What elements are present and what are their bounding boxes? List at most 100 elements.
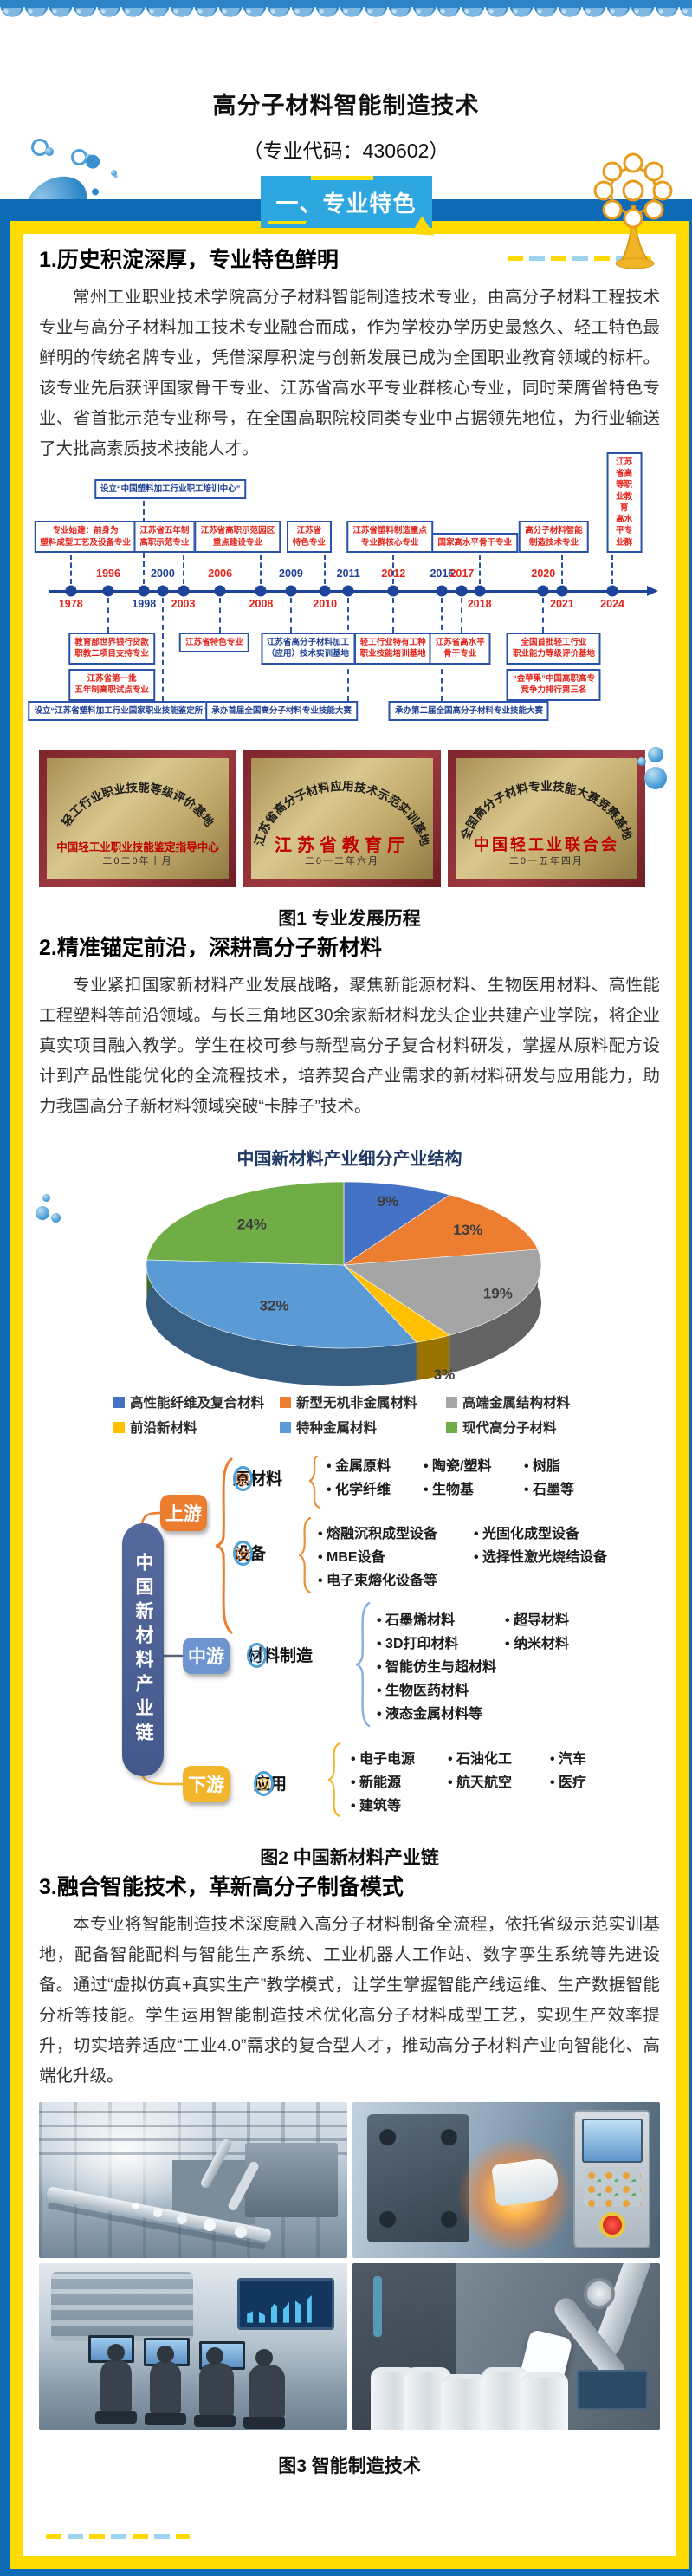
chain-item: • 新能源 — [351, 1775, 402, 1790]
svg-text:轻工行业职业技能等级评价基地: 轻工行业职业技能等级评价基地 — [59, 780, 217, 829]
timeline-year: 2008 — [249, 598, 274, 610]
svg-text:13%: 13% — [453, 1222, 482, 1238]
page-frame: 1.历史积淀深厚，专业特色鲜明 常州工业职业技术学院高分子材料智能制造技术专业，… — [0, 199, 692, 2576]
figure1-timeline: 1978 1996 1998 2000 2003 2006 2008 2009 2010 2011… — [28, 451, 660, 730]
chain-item: • 汽车 — [550, 1752, 587, 1767]
timeline-connector — [392, 555, 395, 584]
timeline-year: 2024 — [600, 598, 624, 610]
branch-raw-materials: ◎ 原材料 — [233, 1466, 282, 1491]
wheel-tree-icon — [593, 152, 673, 269]
timeline-dot — [606, 585, 618, 597]
timeline-year: 2006 — [208, 568, 233, 580]
timeline-year: 2011 — [336, 568, 360, 580]
double-circle-icon: ◎ — [247, 1643, 267, 1668]
timeline-dot — [474, 585, 486, 597]
branch-material-manufacturing: ◎ 材料制造 — [247, 1643, 313, 1668]
award-plaques: 轻工行业职业技能等级评价基地 中国轻工业职业技能鉴定指导中心 二0二0年十月 江… — [39, 750, 660, 887]
plaque-1-main: 中国轻工业职业技能鉴定指导中心 — [56, 841, 219, 853]
timeline-connector — [182, 555, 184, 584]
photo-robot-arm — [352, 2263, 660, 2430]
plaque-2: 江苏省高分子材料应用技术示范实训基地 江苏省教育厅 二0一二年六月 — [243, 750, 441, 887]
page-header: 高分子材料智能制造技术 （专业代码：430602） — [0, 24, 692, 199]
timeline-event-box: 专业始建：前身为 塑料成型工艺及设备专业 — [34, 521, 137, 553]
figure2-caption: 图2 中国新材料产业链 — [260, 1848, 439, 1868]
timeline-year: 2010 — [313, 598, 338, 610]
timeline-year: 2016 — [430, 568, 455, 580]
timeline-dot — [178, 585, 190, 597]
timeline-dot — [102, 585, 114, 597]
chain-item: • 生物基 — [424, 1483, 475, 1497]
timeline-event-box: 设立“江苏省塑料加工行业国家职业技能鉴定所” — [28, 701, 213, 722]
timeline-dot — [65, 585, 77, 597]
timeline-event-box: 轻工行业特有工种 职业技能培训基地 — [353, 633, 432, 665]
timeline-connector — [69, 555, 72, 584]
timeline-connector — [560, 555, 563, 584]
figure1-caption: 图1 专业发展历程 — [278, 909, 421, 929]
timeline-event-box: 江苏省第一批 五年制高职试点专业 — [68, 669, 155, 701]
timeline-event-box: 设立“中国塑料加工行业职工培训中心” — [94, 478, 247, 499]
timeline-event-box: 国家高水平骨干专业 — [431, 532, 518, 553]
svg-text:32%: 32% — [260, 1298, 289, 1314]
plaque-3-main: 中国轻工业联合会 — [474, 836, 619, 853]
plaque-1-date: 二0二0年十月 — [102, 856, 173, 866]
timeline-event-box: 江苏省塑料制造重点 专业群核心专业 — [346, 521, 433, 553]
plaque-1: 轻工行业职业技能等级评价基地 中国轻工业职业技能鉴定指导中心 二0二0年十月 — [39, 750, 236, 887]
legend-swatch — [446, 1396, 457, 1408]
plaque-3: 全国高分子材料专业技能大赛竞赛基地 中国轻工业联合会 二0一五年四月 — [448, 750, 645, 887]
timeline-dot — [387, 585, 399, 597]
legend-swatch — [113, 1396, 125, 1408]
chain-item: • 生物医药材料 — [377, 1684, 469, 1698]
timeline-year: 2018 — [467, 598, 492, 610]
branch-equipment: ◎ 设备 — [233, 1541, 266, 1566]
stage-upstream: 上游 — [160, 1495, 207, 1531]
chain-item: • 金属原料 — [327, 1459, 391, 1474]
lace-border — [0, 0, 692, 24]
chain-item: • 熔融沉积成型设备 — [318, 1527, 438, 1541]
chain-item: • 航天航空 — [448, 1775, 513, 1790]
timeline-connector — [324, 555, 327, 584]
timeline-connector — [219, 598, 222, 633]
timeline-dot — [138, 585, 150, 597]
major-code: （专业代码：430602） — [243, 140, 449, 162]
chain-item: • MBE设备 — [318, 1550, 385, 1565]
timeline-connector — [107, 598, 110, 633]
chain-item-row: • 石墨烯材料 • 超导材料 — [377, 1608, 569, 1629]
photo-injection-molding — [352, 2102, 660, 2258]
timeline-year: 1978 — [58, 598, 83, 610]
double-circle-icon: ◎ — [233, 1466, 253, 1491]
timeline-year: 2009 — [279, 568, 303, 580]
chain-item: • 液态金属材料等 — [377, 1707, 483, 1722]
pie-legend-item: 新型无机非金属材料 — [280, 1392, 446, 1411]
chain-item: • 超导材料 — [505, 1613, 570, 1628]
section1-heading: 1.历史积淀深厚，专业特色鲜明 — [39, 248, 339, 272]
timeline-event-box: “金苹果”中国高职高专 竞争力排行第三名 — [506, 669, 601, 701]
chain-item-row: • 液态金属材料等 — [377, 1702, 505, 1723]
chain-item: • 石墨烯材料 — [377, 1613, 456, 1628]
timeline-year: 2020 — [531, 568, 556, 580]
timeline-event-box: 教育部世界银行贷款 职教二项目支持专业 — [68, 633, 155, 665]
chain-item-row: • 建筑等 — [351, 1794, 448, 1814]
chain-item: • 光固化成型设备 — [474, 1527, 580, 1541]
pie-legend: 高性能纤维及复合材料 新型无机非金属材料 高端金属结构材料 前沿新材料 特种金属材料 现代… — [113, 1392, 660, 1437]
banner-label: 一、专业特色 — [275, 190, 417, 217]
timeline-connector — [289, 598, 292, 633]
timeline-year: 1998 — [132, 598, 157, 610]
timeline-connector — [542, 598, 545, 633]
pie-chart-title: 中国新材料产业细分产业结构 — [236, 1150, 462, 1169]
timeline-connector — [260, 555, 262, 584]
chain-item: • 石墨等 — [524, 1483, 575, 1497]
chain-item: • 陶瓷/塑料 — [424, 1459, 492, 1474]
photo-production-line — [39, 2102, 347, 2258]
section2-paragraph: 专业紧扣国家新材料产业发展战略，聚焦新能源材料、生物医用材料、高性能工程塑料等前… — [39, 976, 660, 1116]
dashed-divider-top — [508, 256, 651, 261]
chain-item: • 电子电源 — [351, 1752, 416, 1767]
plaque-2-main: 江苏省教育厅 — [275, 836, 410, 855]
timeline-year: 2017 — [449, 568, 475, 580]
chain-item: • 纳米材料 — [505, 1637, 570, 1651]
timeline-event-box: 承办第二届全国高分子材料专业技能大赛 — [388, 701, 549, 722]
timeline-year: 2000 — [151, 568, 175, 580]
chain-item: • 树脂 — [524, 1459, 561, 1474]
section2-heading: 2.精准锚定前沿，深耕高分子新材料 — [39, 936, 382, 960]
section3-paragraph: 本专业将智能制造技术深度融入高分子材料制备全流程，依托省级示范实训基地，配备智能… — [39, 1915, 660, 2086]
svg-text:3%: 3% — [434, 1366, 456, 1383]
